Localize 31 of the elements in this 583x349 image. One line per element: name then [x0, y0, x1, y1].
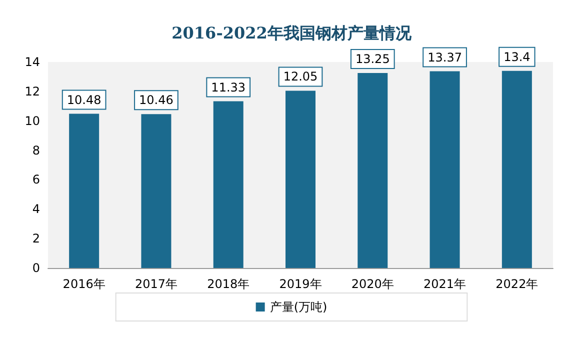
y-tick-label: 8: [32, 143, 40, 158]
bar: [141, 114, 172, 268]
x-tick-label: 2016年: [62, 277, 106, 291]
y-tick-label: 14: [24, 55, 40, 69]
y-tick-label: 12: [24, 84, 40, 98]
y-tick-label: 0: [32, 261, 40, 275]
x-tick-label: 2021年: [424, 277, 466, 291]
x-tick-label: 2019年: [279, 277, 322, 291]
y-tick-label: 4: [32, 202, 40, 216]
x-tick-label: 2022年: [496, 277, 538, 291]
bar: [358, 73, 388, 268]
y-tick-label: 2: [32, 232, 40, 246]
data-label: 12.05: [283, 70, 318, 84]
data-label: 13.37: [428, 50, 462, 64]
data-label: 10.48: [66, 92, 102, 107]
x-tick-label: 2020年: [351, 277, 394, 291]
bar: [502, 70, 532, 268]
legend-label: 产量(万吨): [270, 300, 328, 314]
data-label: 13.4: [504, 50, 530, 64]
x-tick-label: 2018年: [207, 277, 250, 291]
bar: [213, 101, 244, 268]
data-label: 10.46: [139, 93, 174, 108]
chart-title: 2016-2022年我国钢材产量情况: [172, 24, 412, 42]
y-tick-label: 10: [24, 114, 40, 128]
bar: [286, 90, 316, 268]
bar: [430, 71, 460, 268]
data-label: 13.25: [355, 52, 390, 66]
data-label: 11.33: [211, 80, 246, 94]
y-tick-label: 6: [32, 172, 40, 187]
bar: [69, 114, 100, 268]
x-tick-label: 2017年: [134, 277, 178, 291]
